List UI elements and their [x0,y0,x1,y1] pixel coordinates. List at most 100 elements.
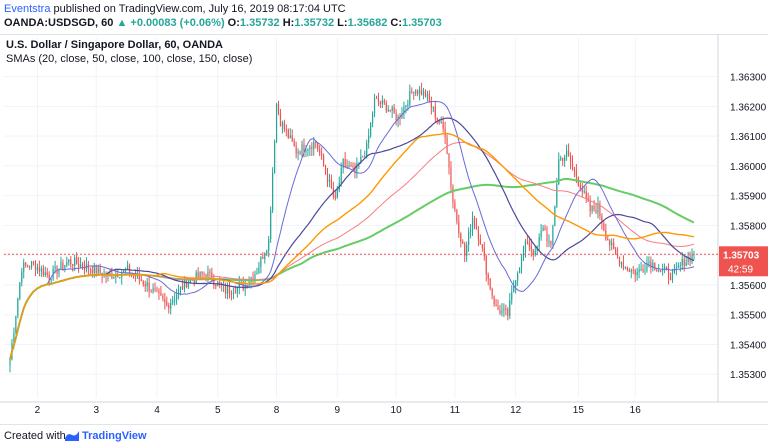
candle-body [170,302,172,309]
candle-body [520,255,523,268]
candle-body [346,165,348,167]
candle-body [224,285,227,294]
x-tick-label: 11 [450,405,461,416]
candle-body [126,265,129,270]
candle-body [446,137,448,154]
publish-line: Eventstra published on TradingView.com, … [4,3,346,15]
candle-body [640,269,642,271]
candle-body [113,277,115,279]
candle-body [262,257,264,259]
candle-body [567,150,570,156]
candle-body [156,289,158,291]
change-value: +0.00083 (+0.06%) [130,17,225,29]
candle-body [650,261,652,268]
y-tick-label: 1.35600 [730,281,767,292]
candle-body [313,141,315,149]
candle-body [683,259,685,267]
candle-body [40,268,42,272]
candle-body [593,206,595,210]
candle-body [364,156,366,158]
candle-body [34,262,37,271]
candle-body [21,271,23,283]
candle-body [23,262,25,272]
footer: Created with TradingView [0,424,768,448]
candle-body [371,113,374,123]
candle-body [301,144,303,154]
price-chart[interactable]: 1.36300 1.36200 1.36100 1.36000 1.35900 1.358… [0,34,768,424]
candle-body [185,279,187,288]
x-tick-label: 3 [93,405,99,416]
candle-body [30,261,33,268]
candle-body [497,306,499,310]
candle-body [607,239,609,241]
candle-body [297,151,299,154]
candle-body [660,270,662,272]
candle-body [481,244,483,248]
author-link[interactable]: Eventstra [4,3,51,15]
candle-body [566,150,568,157]
candle-body [183,279,186,290]
candle-body [517,273,519,281]
candle-body [615,248,617,254]
candle-body [309,146,311,149]
candle-body [616,253,619,257]
candle-body [272,172,274,211]
candle-body [140,279,142,282]
candle-body [91,269,93,274]
candle-body [317,142,319,150]
candle-body [177,289,180,295]
candle-body [597,203,599,213]
candle-body [628,270,630,272]
candle-body [13,332,15,344]
candle-body [342,158,344,168]
candle-body [681,259,683,266]
candle-body [42,268,44,276]
candle-body [422,91,425,96]
candle-body [348,165,350,167]
candle-body [291,135,293,142]
candle-body [518,267,521,274]
candle-body [624,267,627,269]
candle-body [330,179,333,189]
sma-50-line [9,117,695,360]
candle-body [356,162,358,172]
candle-body [9,359,11,366]
candle-body [228,286,231,294]
candle-body [154,288,156,290]
candle-body [322,155,325,166]
candle-body [360,156,362,163]
x-tick-label: 4 [154,405,160,416]
candle-body [417,90,419,94]
candle-body [321,153,323,156]
candle-body [436,117,438,120]
ohlc-line: OANDA:USDSGD, 60 ▲ +0.00083 (+0.06%) O:1… [4,17,442,29]
candle-body [79,264,82,267]
candle-body [432,106,434,108]
candle-body [395,112,397,120]
candle-body [119,277,121,279]
candle-body [166,302,168,306]
candle-body [299,151,301,154]
candle-body [175,294,178,300]
candle-body [275,103,278,142]
candle-body [552,225,554,245]
candle-body [207,271,209,277]
candle-body [32,261,35,263]
candle-body [99,267,101,273]
candle-body [671,272,674,281]
candle-body [403,106,405,115]
candle-body [58,269,60,275]
candle-body [373,97,376,114]
sma-orange-line [9,132,695,360]
candle-body [573,167,576,171]
candle-body [526,241,529,243]
tradingview-brand[interactable]: TradingView [82,430,147,442]
candle-body [307,148,309,152]
candle-body [471,217,474,231]
candle-body [179,286,182,290]
candle-body [679,265,681,267]
candle-body [595,209,597,213]
candle-body [189,279,191,283]
candle-body [673,268,676,273]
candle-body [460,233,462,242]
